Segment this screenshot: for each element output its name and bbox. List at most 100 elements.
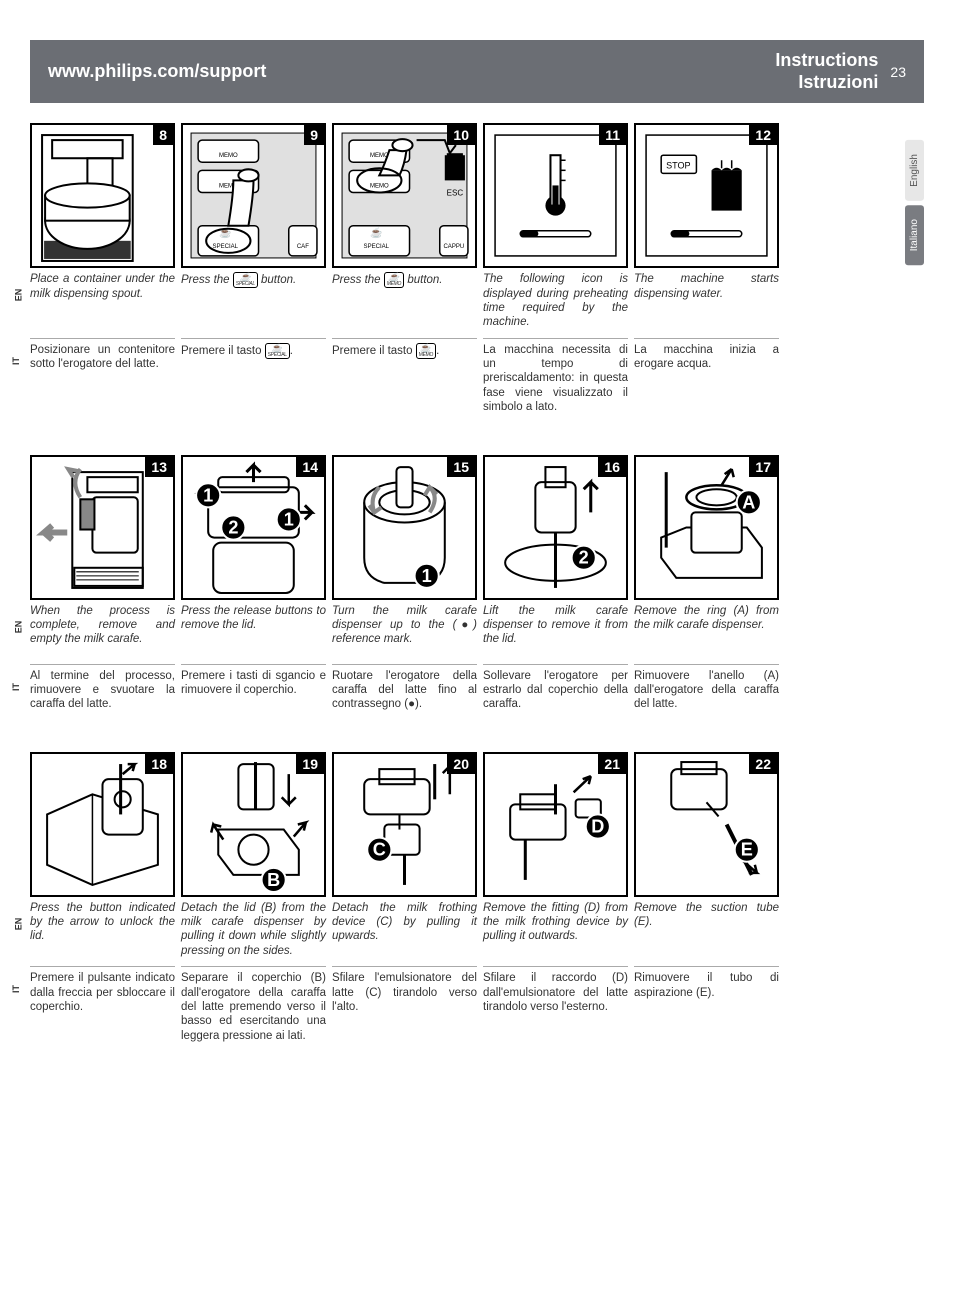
lang-label-it: IT [11, 683, 21, 691]
svg-text:C: C [373, 839, 386, 859]
step-diagram-icon [32, 457, 173, 598]
support-url: www.philips.com/support [48, 61, 266, 82]
step-figure: 10 [332, 123, 477, 268]
lang-tab-italiano[interactable]: Italiano [905, 205, 924, 265]
page-header: www.philips.com/support Instructions Ist… [30, 40, 924, 103]
header-right: Instructions Istruzioni 23 [775, 50, 906, 93]
step-text-it: Premere i tasti di sgancio e rimuovere i… [181, 664, 326, 712]
step-text-en: When the process is complete, remove and… [30, 604, 175, 660]
step-text-it: La macchina necessita di un tempo di pre… [483, 338, 628, 415]
step-text-it: Premere il tasto ☕MEMO. [332, 338, 477, 415]
step-number-badge: 18 [145, 754, 173, 774]
title-en: Instructions [775, 50, 878, 72]
step-diagram-icon [32, 754, 173, 895]
page-number: 23 [890, 64, 906, 80]
step-figure: 9 [181, 123, 326, 268]
svg-text:1: 1 [203, 485, 213, 505]
step-text-it: Al termine del processo, rimuovere e svu… [30, 664, 175, 712]
step-text-it: Premere il pulsante indicato dalla frecc… [30, 966, 175, 1043]
step-text-it: Ruotare l'erogatore della caraffa del la… [332, 664, 477, 712]
button-glyph-icon: ☕SPECIAL [265, 343, 290, 359]
instruction-sections: 89101112ENPlace a container under the mi… [30, 123, 924, 1043]
svg-text:A: A [742, 492, 755, 512]
step-number-badge: 21 [598, 754, 626, 774]
header-titles: Instructions Istruzioni [775, 50, 878, 93]
step-diagram-icon [183, 125, 324, 266]
text-row-english: ENWhen the process is complete, remove a… [30, 604, 924, 660]
step-figure: 21 D [483, 752, 628, 897]
step-text-it: Rimuovere il tubo di aspirazione (E). [634, 966, 779, 1043]
step-diagram-icon: E [636, 754, 777, 895]
lang-label-it: IT [11, 357, 21, 365]
step-figure: 19 B [181, 752, 326, 897]
svg-text:B: B [267, 870, 280, 890]
step-number-badge: 19 [296, 754, 324, 774]
step-number-badge: 13 [145, 457, 173, 477]
text-row-english: ENPlace a container under the milk dispe… [30, 272, 924, 334]
step-text-en: Remove the fitting (D) from the milk fro… [483, 901, 628, 963]
step-text-en: Detach the lid (B) from the milk carafe … [181, 901, 326, 963]
step-diagram-icon: 2 [485, 457, 626, 598]
step-figure: 20 C [332, 752, 477, 897]
step-figure: 13 [30, 455, 175, 600]
figures-row: 18 19 B 20 C 21 D 22E [30, 752, 924, 897]
figures-row: 131412115116217A [30, 455, 924, 600]
step-number-badge: 14 [296, 457, 324, 477]
step-text-en: Remove the ring (A) from the milk carafe… [634, 604, 779, 660]
step-text-it: Posizionare un contenitore sotto l'eroga… [30, 338, 175, 415]
step-diagram-icon [485, 125, 626, 266]
step-diagram-icon: A [636, 457, 777, 598]
title-it: Istruzioni [775, 72, 878, 94]
instruction-row: 8910 11 12 ENPlace a container under the mi… [30, 123, 924, 414]
step-number-badge: 20 [447, 754, 475, 774]
step-diagram-icon: 1 [334, 457, 475, 598]
step-diagram-icon: D [485, 754, 626, 895]
step-number-badge: 12 [749, 125, 777, 145]
step-text-it: Sfilare l'emulsionatore del latte (C) ti… [332, 966, 477, 1043]
lang-label-en: EN [13, 917, 23, 930]
step-figure: 17A [634, 455, 779, 600]
step-diagram-icon: C [334, 754, 475, 895]
step-figure: 16 2 [483, 455, 628, 600]
svg-text:2: 2 [228, 517, 238, 537]
step-figure: 8 [30, 123, 175, 268]
text-row-english: ENPress the button indicated by the arro… [30, 901, 924, 963]
step-diagram-icon: B [183, 754, 324, 895]
step-text-en: Press the ☕MEMO button. [332, 272, 477, 334]
step-number-badge: 11 [599, 125, 626, 145]
svg-text:D: D [591, 816, 604, 836]
step-text-en: Place a container under the milk dispens… [30, 272, 175, 334]
step-text-en: Press the release buttons to remove the … [181, 604, 326, 660]
text-row-italian: ITPremere il pulsante indicato dalla fre… [30, 966, 924, 1043]
step-text-en: Turn the milk carafe dispenser up to the… [332, 604, 477, 660]
lang-label-en: EN [13, 289, 23, 302]
step-diagram-icon [32, 125, 173, 266]
step-text-it: Rimuovere l'anello (A) dall'erogatore de… [634, 664, 779, 712]
button-glyph-icon: ☕SPECIAL [233, 272, 258, 288]
step-figure: 151 [332, 455, 477, 600]
step-text-en: Lift the milk carafe dispenser to remove… [483, 604, 628, 660]
lang-tab-english[interactable]: English [905, 140, 924, 201]
svg-text:1: 1 [422, 565, 432, 585]
text-row-italian: ITAl termine del processo, rimuovere e s… [30, 664, 924, 712]
step-number-badge: 22 [749, 754, 777, 774]
svg-text:2: 2 [579, 547, 589, 567]
step-diagram-icon [334, 125, 475, 266]
step-text-en: Press the ☕SPECIAL button. [181, 272, 326, 334]
button-glyph-icon: ☕MEMO [416, 343, 436, 359]
step-figure: 22E [634, 752, 779, 897]
step-diagram-icon: 121 [183, 457, 324, 598]
step-number-badge: 16 [598, 457, 626, 477]
step-text-en: Detach the milk frothing device (C) by p… [332, 901, 477, 963]
step-text-en: The machine starts dispensing water. [634, 272, 779, 334]
button-glyph-icon: ☕MEMO [384, 272, 404, 288]
text-row-italian: ITPosizionare un contenitore sotto l'ero… [30, 338, 924, 415]
step-text-it: La macchina inizia a erogare acqua. [634, 338, 779, 415]
step-text-en: Press the button indicated by the arrow … [30, 901, 175, 963]
language-tabs: English Italiano [905, 140, 924, 265]
step-figure: 14121 [181, 455, 326, 600]
step-figure: 12 [634, 123, 779, 268]
figures-row: 8910 11 12 [30, 123, 924, 268]
lang-label-en: EN [13, 620, 23, 633]
instruction-row: 131412115116217AENWhen the process is co… [30, 455, 924, 712]
